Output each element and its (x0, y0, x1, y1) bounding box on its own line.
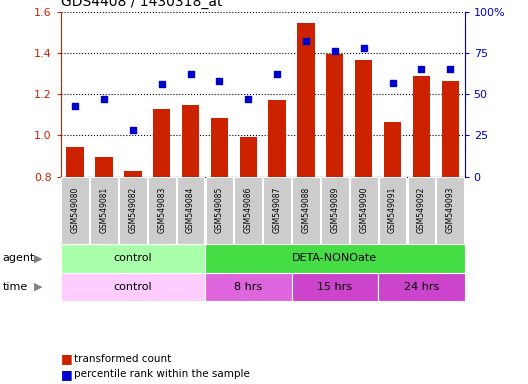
FancyBboxPatch shape (263, 177, 291, 244)
Text: ■: ■ (61, 353, 77, 366)
FancyBboxPatch shape (205, 244, 465, 273)
FancyBboxPatch shape (61, 244, 205, 273)
Text: agent: agent (3, 253, 35, 263)
Bar (297, 23, 315, 177)
FancyBboxPatch shape (205, 177, 233, 244)
Bar (326, 54, 343, 177)
Text: time: time (3, 282, 28, 292)
FancyBboxPatch shape (379, 177, 407, 244)
Text: GDS4408 / 1430318_at: GDS4408 / 1430318_at (61, 0, 222, 9)
Point (244, 96, 252, 102)
Bar (413, 76, 430, 177)
Bar (240, 137, 257, 177)
Bar (96, 157, 112, 177)
Text: GSM549093: GSM549093 (446, 187, 455, 233)
FancyBboxPatch shape (378, 273, 465, 301)
Bar (355, 60, 372, 177)
Text: GSM549085: GSM549085 (215, 187, 224, 233)
Text: ■: ■ (61, 368, 77, 381)
FancyBboxPatch shape (148, 177, 175, 244)
Bar (268, 100, 286, 177)
Text: GSM549087: GSM549087 (272, 187, 281, 233)
Text: percentile rank within the sample: percentile rank within the sample (74, 369, 250, 379)
Bar (124, 172, 142, 177)
FancyBboxPatch shape (436, 177, 464, 244)
Point (157, 81, 166, 87)
FancyBboxPatch shape (408, 177, 435, 244)
Text: control: control (114, 253, 152, 263)
Point (331, 48, 339, 54)
FancyBboxPatch shape (350, 177, 378, 244)
Text: GSM549090: GSM549090 (359, 187, 368, 233)
Bar (384, 122, 401, 177)
Text: GSM549082: GSM549082 (128, 187, 137, 233)
Point (388, 79, 397, 86)
Text: 24 hrs: 24 hrs (404, 282, 439, 292)
Text: 15 hrs: 15 hrs (317, 282, 352, 292)
Text: GSM549091: GSM549091 (388, 187, 397, 233)
Text: GSM549080: GSM549080 (71, 187, 80, 233)
Text: GSM549088: GSM549088 (301, 187, 310, 233)
Bar (153, 109, 171, 177)
Bar (441, 81, 459, 177)
Text: GSM549083: GSM549083 (157, 187, 166, 233)
Point (273, 71, 281, 77)
Point (360, 45, 368, 51)
Point (215, 78, 224, 84)
Point (446, 66, 455, 73)
Text: GSM549092: GSM549092 (417, 187, 426, 233)
Point (71, 103, 79, 109)
Text: ▶: ▶ (34, 282, 42, 292)
Point (100, 96, 108, 102)
FancyBboxPatch shape (321, 177, 348, 244)
Bar (211, 118, 228, 177)
FancyBboxPatch shape (119, 177, 147, 244)
Text: DETA-NONOate: DETA-NONOate (292, 253, 378, 263)
Point (186, 71, 195, 77)
FancyBboxPatch shape (234, 177, 262, 244)
FancyBboxPatch shape (61, 273, 205, 301)
Bar (182, 106, 199, 177)
Point (301, 38, 310, 44)
FancyBboxPatch shape (292, 177, 320, 244)
Point (129, 127, 137, 134)
Text: transformed count: transformed count (74, 354, 171, 364)
Text: GSM549081: GSM549081 (99, 187, 108, 233)
Text: GSM549086: GSM549086 (244, 187, 253, 233)
Text: ▶: ▶ (34, 253, 42, 263)
Text: GSM549089: GSM549089 (331, 187, 340, 233)
FancyBboxPatch shape (61, 177, 89, 244)
Point (417, 66, 426, 73)
Text: GSM549084: GSM549084 (186, 187, 195, 233)
Bar (67, 147, 84, 177)
Text: control: control (114, 282, 152, 292)
FancyBboxPatch shape (205, 273, 291, 301)
FancyBboxPatch shape (90, 177, 118, 244)
FancyBboxPatch shape (177, 177, 204, 244)
Text: 8 hrs: 8 hrs (234, 282, 262, 292)
FancyBboxPatch shape (291, 273, 378, 301)
